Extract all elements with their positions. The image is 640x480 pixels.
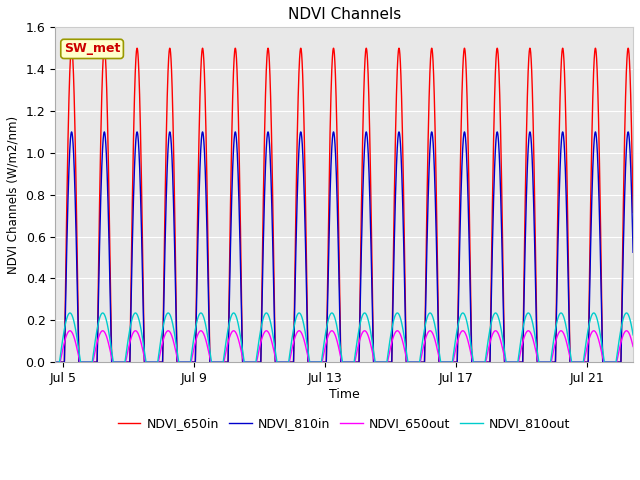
NDVI_810out: [467, 342, 475, 348]
Line: NDVI_650in: NDVI_650in: [54, 48, 636, 362]
NDVI_650in: [50, 359, 58, 365]
NDVI_650in: [632, 359, 640, 365]
NDVI_650out: [632, 359, 640, 365]
NDVI_650in: [595, 118, 602, 124]
NDVI_650out: [467, 350, 475, 356]
NDVI_650out: [424, 330, 431, 336]
NDVI_810in: [325, 222, 333, 228]
NDVI_810in: [195, 200, 203, 206]
NDVI_650in: [467, 306, 475, 312]
NDVI_810in: [402, 353, 410, 359]
NDVI_810in: [467, 321, 475, 326]
NDVI_810in: [424, 212, 431, 217]
NDVI_650in: [195, 142, 203, 148]
NDVI_810out: [325, 314, 333, 320]
NDVI_810in: [50, 359, 58, 365]
NDVI_650in: [424, 158, 431, 164]
NDVI_650out: [325, 331, 333, 336]
NDVI_650in: [402, 350, 410, 356]
NDVI_810out: [262, 310, 270, 316]
NDVI_810out: [632, 354, 640, 360]
NDVI_810in: [595, 182, 602, 188]
NDVI_650out: [595, 337, 602, 343]
NDVI_650out: [195, 330, 203, 336]
Legend: NDVI_650in, NDVI_810in, NDVI_650out, NDVI_810out: NDVI_650in, NDVI_810in, NDVI_650out, NDV…: [113, 412, 575, 435]
NDVI_650out: [50, 359, 58, 365]
NDVI_810in: [632, 359, 640, 365]
NDVI_810in: [133, 129, 141, 135]
NDVI_810out: [402, 347, 410, 352]
Line: NDVI_810out: NDVI_810out: [54, 313, 636, 362]
NDVI_650out: [402, 354, 410, 360]
X-axis label: Time: Time: [329, 388, 360, 401]
Line: NDVI_810in: NDVI_810in: [54, 132, 636, 362]
NDVI_810out: [50, 359, 58, 365]
NDVI_650out: [262, 328, 270, 334]
NDVI_810out: [195, 312, 203, 318]
Y-axis label: NDVI Channels (W/m2/nm): NDVI Channels (W/m2/nm): [7, 116, 20, 274]
Line: NDVI_650out: NDVI_650out: [54, 331, 636, 362]
Title: NDVI Channels: NDVI Channels: [287, 7, 401, 22]
NDVI_810out: [595, 323, 602, 328]
Text: SW_met: SW_met: [64, 42, 120, 55]
NDVI_650in: [133, 45, 141, 51]
NDVI_650in: [325, 171, 333, 177]
NDVI_810out: [424, 313, 431, 319]
